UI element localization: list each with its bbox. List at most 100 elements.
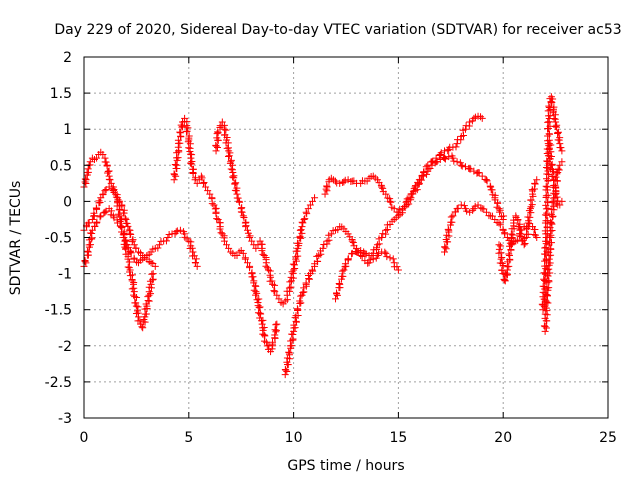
data-point-interp [121,237,129,245]
data-point-interp [271,326,279,334]
data-point [369,249,377,257]
data-point [382,190,390,198]
data-point-interp [447,218,455,226]
data-point-interp [338,267,346,275]
data-point-interp [471,202,479,210]
x-axis-label: GPS time / hours [287,458,404,474]
data-point-interp [543,170,551,178]
data-point-interp [105,175,113,183]
data-point-interp [281,365,289,373]
data-point-interp [338,272,346,280]
data-point-interp [214,128,222,136]
data-point-interp [501,276,509,284]
data-point-interp [507,246,515,254]
data-point-interp [545,233,553,241]
data-point-interp [547,239,555,247]
data-point [149,270,157,278]
data-point [199,179,207,187]
x-tick-label: 20 [494,430,512,446]
data-point-interp [126,268,134,276]
data-point [241,255,249,263]
data-point-interp [554,136,562,144]
data-point-interp [122,236,130,244]
data-point-interp [341,176,349,184]
data-point-interp [208,200,216,208]
data-point [558,158,566,166]
data-point [99,150,107,158]
data-point-interp [526,213,534,221]
data-point-interp [136,317,144,325]
chart-title: Day 229 of 2020, Sidereal Day-to-day VTE… [54,22,621,38]
data-point-interp [242,223,250,231]
data-point-interp [262,262,270,270]
data-point [453,158,461,166]
data-point-interp [259,250,267,258]
data-point-interp [212,141,220,149]
data-point-interp [142,300,150,308]
data-point-interp [305,275,313,283]
data-point [273,320,281,328]
data-point-interp [145,297,153,305]
axis-ticks [83,56,609,419]
data-point-interp [516,230,524,238]
data-point [558,147,566,155]
x-tick-label: 5 [184,430,193,446]
data-point-interp [538,300,546,308]
data-point-interp [514,223,522,231]
data-point [533,234,541,241]
data-point-interp [291,261,299,269]
data-point [495,219,503,227]
data-point [84,248,92,256]
data-point-interp [133,294,141,302]
data-point-interp [173,227,181,235]
data-point [311,194,319,202]
data-point-interp [170,170,178,178]
data-point [499,215,507,223]
data-point-interp [552,200,560,208]
data-point-interp [301,215,309,223]
data-point [220,237,228,245]
data-point-interp [225,152,233,160]
data-point-interp [554,165,562,173]
data-point [533,176,541,184]
data-point-interp [348,250,356,258]
data-point [558,197,566,205]
data-point-interp [255,304,263,312]
y-tick-label: -3 [58,411,72,427]
data-point-interp [487,186,495,194]
data-point-interp [379,184,387,192]
data-point-interp [542,164,550,172]
data-point-interp [198,174,206,182]
data-point-interp [447,213,455,221]
data-point-interp [393,263,401,271]
data-point-interp [293,305,301,313]
y-tick-label: -0.5 [45,231,72,247]
data-point [101,187,109,195]
data-point-interp [497,249,505,257]
data-point [155,241,163,249]
data-point-interp [549,212,557,220]
data-point [552,190,560,198]
data-point-interp [256,303,264,311]
data-point-interp [554,128,562,136]
data-point-interp [524,230,532,238]
data-point [172,228,180,236]
data-point-interp [373,244,381,252]
data-point-interp [457,136,465,144]
data-point-interp [525,217,533,225]
data-point-interp [88,229,96,237]
data-point [290,266,298,274]
data-point [248,237,256,245]
data-point-interp [549,95,557,103]
data-point-interp [383,253,391,261]
data-point-interp [134,303,142,311]
series-sat-e [212,118,319,308]
data-point-interp [477,204,485,212]
data-point-interp [424,165,432,173]
data-point-interp [171,160,179,168]
data-point-interp [227,165,235,173]
data-point-interp [83,169,91,177]
data-point-interp [544,191,552,199]
data-point [285,284,293,292]
data-point-interp [547,227,555,235]
